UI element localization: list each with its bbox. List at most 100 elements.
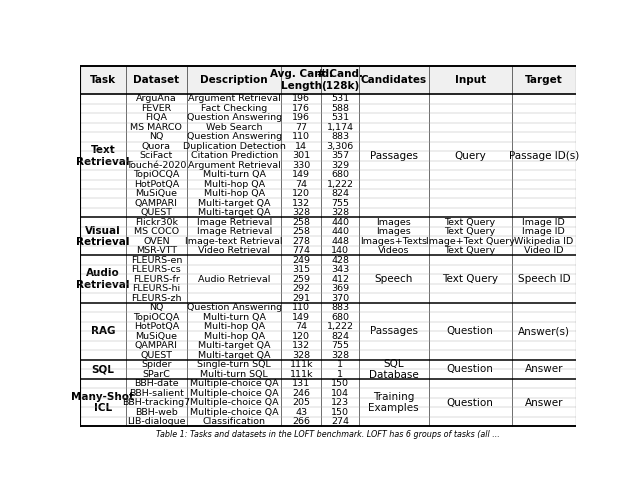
Text: 428: 428 (331, 256, 349, 265)
Text: 104: 104 (331, 389, 349, 398)
Text: Multi-hop QA: Multi-hop QA (204, 189, 265, 198)
Text: Text Query: Text Query (445, 246, 495, 255)
Text: Multiple-choice QA: Multiple-choice QA (190, 407, 278, 416)
Text: Multi-target QA: Multi-target QA (198, 208, 271, 217)
Text: Argument Retrieval: Argument Retrieval (188, 161, 280, 170)
Text: 196: 196 (292, 94, 310, 103)
Text: Passage ID(s): Passage ID(s) (509, 151, 579, 161)
Text: Video ID: Video ID (524, 246, 564, 255)
Text: LIB-dialogue: LIB-dialogue (127, 417, 186, 426)
Text: 292: 292 (292, 284, 310, 293)
Text: 77: 77 (295, 123, 307, 132)
Text: Many-Shot
ICL: Many-Shot ICL (71, 392, 134, 413)
Text: SciFact: SciFact (140, 151, 173, 160)
Text: Passages: Passages (370, 151, 418, 161)
Text: Multiple-choice QA: Multiple-choice QA (190, 389, 278, 398)
Text: 205: 205 (292, 398, 310, 407)
Text: 824: 824 (331, 189, 349, 198)
Text: Wikipedia ID: Wikipedia ID (514, 237, 573, 246)
Text: 330: 330 (292, 161, 310, 170)
Text: Speech ID: Speech ID (518, 274, 570, 284)
Text: 111k: 111k (289, 360, 313, 369)
Text: Question: Question (447, 398, 493, 407)
Text: 315: 315 (292, 265, 310, 274)
Text: Web Search: Web Search (206, 123, 262, 132)
Text: 412: 412 (331, 275, 349, 284)
Text: Audio
Retrieval: Audio Retrieval (76, 269, 129, 290)
Text: FLEURS-cs: FLEURS-cs (132, 265, 181, 274)
Text: QAMPARI: QAMPARI (135, 341, 178, 350)
Text: # Cand.
(128k): # Cand. (128k) (317, 69, 363, 91)
Text: 328: 328 (292, 208, 310, 217)
Text: 140: 140 (331, 246, 349, 255)
Text: Target: Target (525, 75, 563, 85)
Text: 110: 110 (292, 303, 310, 312)
Text: BBH-tracking7: BBH-tracking7 (122, 398, 191, 407)
Text: NQ: NQ (149, 303, 164, 312)
Text: Images+Texts: Images+Texts (360, 237, 427, 246)
Text: 266: 266 (292, 417, 310, 426)
Text: Spider: Spider (141, 360, 172, 369)
Text: 1: 1 (337, 370, 343, 379)
Text: 131: 131 (292, 379, 310, 388)
Text: 370: 370 (331, 294, 349, 303)
Text: TopiOCQA: TopiOCQA (133, 313, 180, 322)
Text: Multi-hop QA: Multi-hop QA (204, 180, 265, 189)
Text: Citation Prediction: Citation Prediction (191, 151, 278, 160)
Text: 150: 150 (331, 407, 349, 416)
Text: 249: 249 (292, 256, 310, 265)
Text: FLEURS-zh: FLEURS-zh (131, 294, 182, 303)
Text: Images: Images (376, 227, 411, 236)
Text: 680: 680 (331, 170, 349, 179)
Text: Description: Description (200, 75, 268, 85)
Text: HotPotQA: HotPotQA (134, 180, 179, 189)
Text: Multi-turn QA: Multi-turn QA (203, 170, 266, 179)
Text: 1,222: 1,222 (326, 322, 353, 331)
Text: 328: 328 (331, 208, 349, 217)
Text: 196: 196 (292, 113, 310, 122)
Text: 1: 1 (337, 360, 343, 369)
Text: 176: 176 (292, 104, 310, 113)
Text: 824: 824 (331, 331, 349, 341)
Text: 301: 301 (292, 151, 310, 160)
Text: 74: 74 (295, 180, 307, 189)
Text: 328: 328 (292, 351, 310, 360)
Text: Text
Retrieval: Text Retrieval (76, 145, 129, 166)
Text: SQL: SQL (92, 364, 114, 374)
Text: Query: Query (454, 151, 486, 161)
Text: 14: 14 (295, 142, 307, 151)
Text: FLEURS-fr: FLEURS-fr (133, 275, 180, 284)
Text: Passages: Passages (370, 326, 418, 337)
Text: 291: 291 (292, 294, 310, 303)
Text: Question Answering: Question Answering (187, 113, 282, 122)
Text: Multi-target QA: Multi-target QA (198, 199, 271, 208)
Text: Multi-turn QA: Multi-turn QA (203, 313, 266, 322)
Text: Answer: Answer (525, 398, 563, 407)
Text: NQ: NQ (149, 132, 164, 141)
Text: Image Retrieval: Image Retrieval (196, 218, 272, 227)
Text: MSR-VTT: MSR-VTT (136, 246, 177, 255)
Text: Image-text Retrieval: Image-text Retrieval (186, 237, 283, 246)
Text: 258: 258 (292, 218, 310, 227)
Text: 448: 448 (331, 237, 349, 246)
Text: 120: 120 (292, 331, 310, 341)
Text: Multiple-choice QA: Multiple-choice QA (190, 379, 278, 388)
Text: 883: 883 (331, 132, 349, 141)
Text: Input: Input (454, 75, 486, 85)
Text: TopiOCQA: TopiOCQA (133, 170, 180, 179)
Text: Candidates: Candidates (360, 75, 427, 85)
Text: Question: Question (447, 364, 493, 374)
Text: Speech: Speech (374, 274, 413, 284)
Text: 343: 343 (331, 265, 349, 274)
Text: 755: 755 (331, 199, 349, 208)
Bar (80, 217, 576, 256)
Text: FIQA: FIQA (145, 113, 168, 122)
Text: ArguAna: ArguAna (136, 94, 177, 103)
Text: 588: 588 (331, 104, 349, 113)
Text: 132: 132 (292, 341, 310, 350)
Text: Image Retrieval: Image Retrieval (196, 227, 272, 236)
Text: Question Answering: Question Answering (187, 132, 282, 141)
Text: 680: 680 (331, 313, 349, 322)
Text: 755: 755 (331, 341, 349, 350)
Text: Quora: Quora (142, 142, 171, 151)
